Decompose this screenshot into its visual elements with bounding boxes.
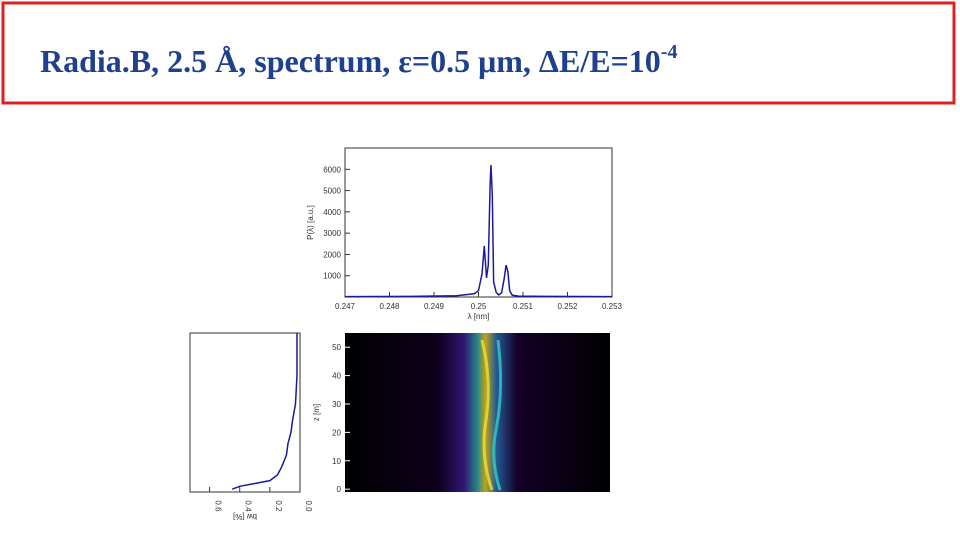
heatmap-streak — [492, 339, 503, 491]
title: Radia.B, 2.5 Å, spectrum, ε=0.5 μm, ΔE/E… — [40, 41, 677, 79]
x-tick-label: 0.253 — [602, 302, 623, 311]
x-tick-label: 0.0 — [304, 500, 313, 512]
y-tick-label: 0 — [337, 485, 342, 494]
y-tick-label: 1000 — [323, 272, 341, 281]
y-axis-label: z [m] — [312, 404, 321, 421]
y-tick-label: 10 — [332, 457, 341, 466]
y-tick-label: 3000 — [323, 229, 341, 238]
x-tick-label: 0.248 — [379, 302, 400, 311]
x-tick-label: 0.2 — [274, 500, 283, 512]
x-axis-label: λ [nm] — [468, 312, 490, 321]
x-tick-label: 0.25 — [471, 302, 487, 311]
title-frame — [1, 1, 956, 105]
heatmap-image — [345, 333, 610, 492]
y-tick-label: 20 — [332, 428, 341, 437]
x-tick-label: 0.252 — [557, 302, 578, 311]
y-axis-label: P(λ) [a.u.] — [306, 205, 315, 240]
x-tick-label: 0.249 — [424, 302, 445, 311]
y-tick-label: 30 — [332, 400, 341, 409]
plot-frame — [344, 147, 613, 298]
heatmap-streak — [480, 339, 494, 491]
x-tick-label: 0.4 — [244, 500, 253, 512]
y-tick-label: 2000 — [323, 250, 341, 259]
spectrum-line — [344, 164, 613, 298]
y-tick-label: 4000 — [323, 208, 341, 217]
x-axis-label: bw [%] — [233, 512, 257, 521]
y-tick-label: 50 — [332, 343, 341, 352]
bandwidth-line — [231, 333, 298, 490]
y-tick-label: 40 — [332, 372, 341, 381]
y-tick-label: 6000 — [323, 165, 341, 174]
x-tick-label: 0.247 — [335, 302, 356, 311]
x-tick-label: 0.6 — [214, 500, 223, 512]
plot-frame — [189, 332, 301, 493]
x-tick-label: 0.251 — [513, 302, 534, 311]
title-superscript: -4 — [661, 41, 678, 63]
title-main: Radia.B, 2.5 Å, spectrum, ε=0.5 μm, ΔE/E… — [40, 43, 661, 79]
y-tick-label: 5000 — [323, 187, 341, 196]
